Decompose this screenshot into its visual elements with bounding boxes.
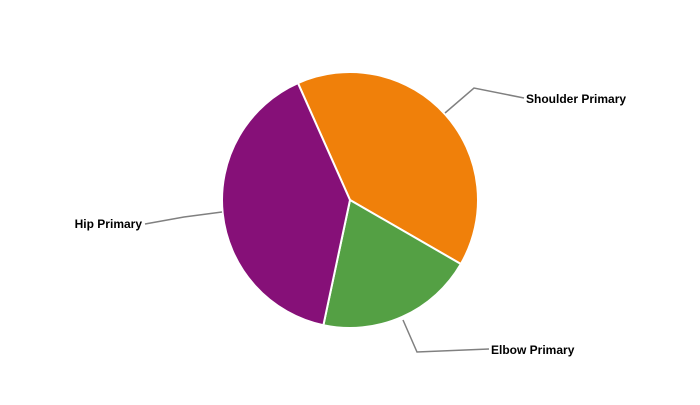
leader-line-hip: [144, 211, 223, 225]
pie-slice-elbow-primary: [322, 198, 463, 329]
pie-slice-hip-primary: [221, 81, 352, 327]
leader-line-elbow: [402, 319, 490, 353]
leader-line-shoulder: [444, 87, 525, 114]
slice-label-hip: Hip Primary: [75, 217, 143, 231]
slice-label-elbow: Elbow Primary: [491, 343, 575, 357]
slice-label-shoulder: Shoulder Primary: [526, 92, 626, 106]
pie-slice-shoulder-primary: [296, 71, 479, 266]
